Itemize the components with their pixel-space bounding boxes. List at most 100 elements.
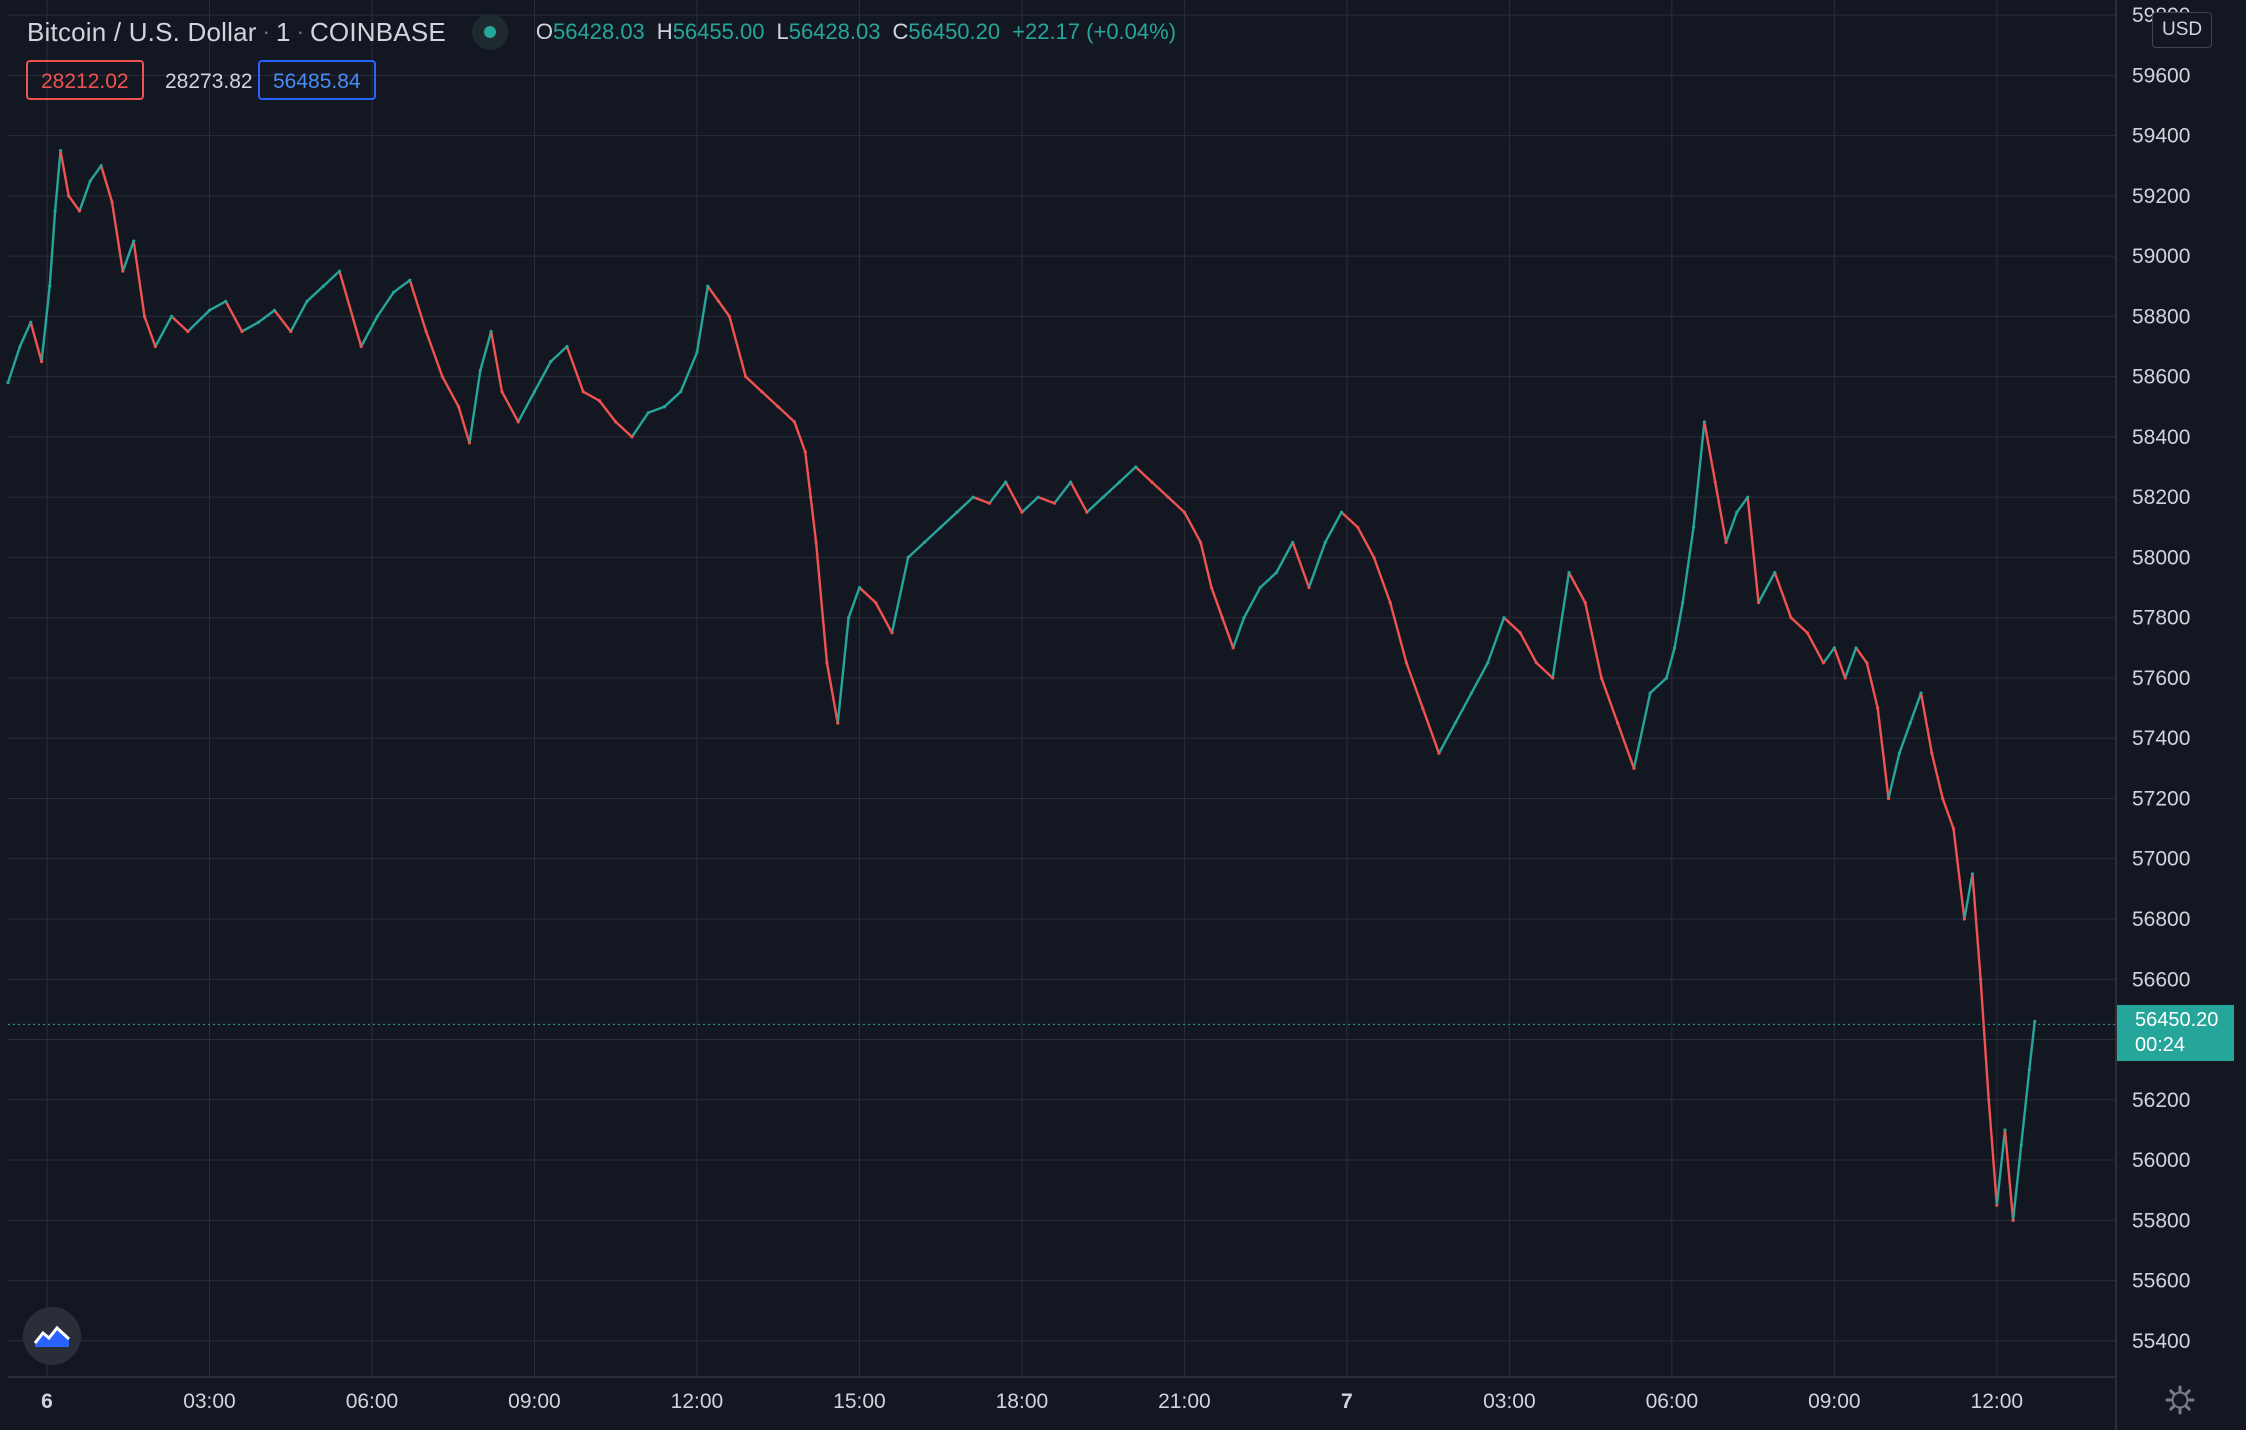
price-point <box>2019 1143 2023 1147</box>
price-segment <box>240 321 260 333</box>
price-point <box>67 194 71 198</box>
price-point <box>99 164 103 168</box>
price-segment <box>1919 691 1934 755</box>
price-axis[interactable]: 5540055600558005600056200564005660056800… <box>2132 4 2190 1353</box>
market-status-icon[interactable] <box>471 14 508 50</box>
price-segment <box>1405 661 1424 710</box>
price-point <box>792 420 797 424</box>
price-segment <box>988 480 1007 505</box>
price-segment <box>110 200 125 273</box>
price-segment <box>706 285 720 303</box>
last-price-value: 56450.20 <box>2135 1009 2219 1031</box>
price-segment <box>170 315 190 333</box>
price-point <box>132 239 136 243</box>
price-point <box>825 661 829 665</box>
price-segment <box>1199 541 1213 589</box>
price-point <box>1220 616 1224 620</box>
price-segment <box>804 450 812 499</box>
y-tick-label: 59400 <box>2132 125 2190 148</box>
y-tick-label: 58000 <box>2132 546 2190 569</box>
price-segment <box>1324 511 1343 544</box>
price-point <box>1356 525 1360 529</box>
price-point <box>1832 646 1836 650</box>
bid-price-badge[interactable]: 28212.02 <box>26 60 144 100</box>
x-tick-label: 15:00 <box>833 1390 886 1413</box>
price-segment <box>1703 420 1717 484</box>
y-tick-label: 57600 <box>2132 667 2190 690</box>
tradingview-logo-icon[interactable] <box>23 1307 81 1365</box>
price-point <box>1805 631 1809 635</box>
ohlc-high-key: H <box>656 19 673 44</box>
symbol-interval[interactable]: 1 <box>275 16 291 47</box>
price-point <box>1117 480 1122 484</box>
price-segment <box>1454 691 1473 725</box>
price-segment <box>1085 495 1105 514</box>
price-point <box>1166 495 1170 499</box>
price-segment <box>825 661 839 725</box>
ask-price-badge[interactable]: 56485.84 <box>258 60 376 100</box>
price-point <box>408 278 412 282</box>
y-tick-label: 58200 <box>2132 486 2190 509</box>
x-tick-label: 21:00 <box>1158 1390 1211 1413</box>
ohlc-close-value: 56450.20 <box>908 19 1001 44</box>
price-segment <box>2020 1068 2031 1147</box>
price-point <box>289 329 293 334</box>
symbol-exchange[interactable]: COINBASE <box>309 16 446 47</box>
price-segment <box>1865 661 1879 710</box>
price-point <box>1713 480 1717 484</box>
price-segment <box>1437 721 1457 755</box>
price-point <box>1258 585 1262 590</box>
gear-icon[interactable] <box>2164 1384 2196 1416</box>
price-point <box>1453 721 1457 725</box>
price-segment <box>1887 752 1901 800</box>
price-segment <box>224 300 244 333</box>
y-tick-label: 58400 <box>2132 426 2190 449</box>
price-segment <box>500 390 520 424</box>
price-point <box>142 314 147 318</box>
price-segment <box>517 390 536 424</box>
chart-grid <box>8 0 2116 1377</box>
price-point <box>207 308 212 312</box>
symbol-name[interactable]: Bitcoin / U.S. Dollar <box>27 16 257 47</box>
price-point <box>424 329 428 334</box>
price-point <box>1307 585 1311 590</box>
price-segment <box>1166 495 1186 514</box>
time-axis[interactable]: 6 03:00 06:00 09:00 12:00 15:00 18:00 21:00 7 03:… <box>41 1390 2023 1413</box>
price-segment <box>760 390 780 408</box>
price-point <box>803 450 807 454</box>
price-segment <box>1941 797 1955 830</box>
price-segment <box>1259 571 1278 589</box>
price-segment <box>479 330 493 372</box>
price-segment <box>776 405 796 424</box>
price-segment <box>67 194 81 213</box>
price-segment <box>1876 706 1890 800</box>
price-point <box>2003 1128 2007 1132</box>
price-segment <box>1242 586 1262 619</box>
y-tick-label: 57000 <box>2132 848 2190 871</box>
price-segment <box>1806 631 1825 665</box>
price-point <box>760 390 764 394</box>
price-point <box>1004 480 1008 484</box>
price-segment <box>582 390 601 402</box>
currency-button[interactable]: USD <box>2152 12 2213 48</box>
price-point <box>1209 585 1214 590</box>
price-point <box>1978 977 1983 981</box>
price-point <box>500 390 504 394</box>
price-point <box>224 299 228 303</box>
price-segment <box>847 586 861 619</box>
y-tick-label: 59000 <box>2132 245 2190 268</box>
price-point <box>630 435 634 439</box>
symbol-legend[interactable]: Bitcoin / U.S. Dollar · 1 · COINBASE O56… <box>27 14 1176 50</box>
price-point <box>153 344 157 349</box>
price-point <box>1020 510 1024 514</box>
price-point <box>646 411 650 415</box>
last-price-label: 56450.20 00:24 <box>2117 1005 2234 1061</box>
price-point <box>1231 646 1235 650</box>
price-point <box>2011 1218 2015 1222</box>
price-segment <box>906 541 926 559</box>
price-segment <box>1470 661 1489 695</box>
y-tick-label: 56200 <box>2132 1089 2190 1112</box>
price-segment <box>955 495 975 514</box>
price-point <box>1150 480 1154 484</box>
